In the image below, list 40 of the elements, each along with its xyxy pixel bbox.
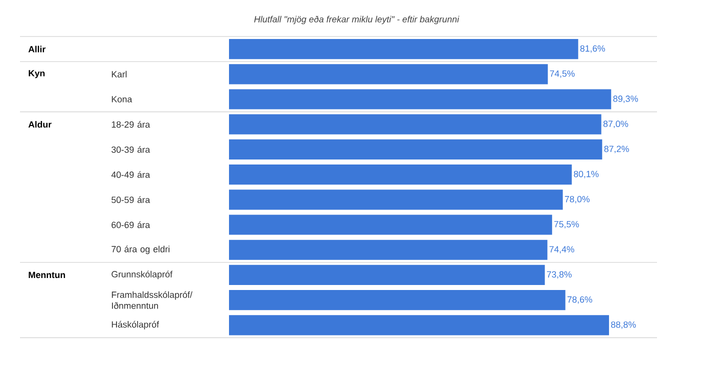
bar — [229, 164, 572, 185]
y-tick-label: Karl — [112, 70, 127, 78]
bar — [229, 190, 563, 210]
y-tick-label: Háskólapróf — [112, 320, 160, 330]
bar — [229, 264, 545, 285]
data-label: 87,2% — [604, 146, 629, 154]
chart-title: Hlutfall "mjög eða frekar miklu leyti" - eftir bakgrunni — [254, 16, 460, 24]
data-label: 87,0% — [603, 120, 628, 128]
text: Allir — [28, 46, 46, 52]
bar — [229, 315, 610, 336]
y-tick-label: 30-39 ára — [112, 146, 150, 153]
bar — [229, 114, 602, 134]
y-tick-label: 18-29 ára — [112, 121, 150, 128]
data-label: 74,4% — [550, 246, 574, 254]
data-label: 81,6% — [580, 45, 606, 53]
data-label: 78,0% — [564, 196, 590, 204]
data-label: 75,5% — [554, 221, 579, 228]
y-tick-label: Framhaldsskólapróf/ Iðnmenntun — [112, 291, 192, 309]
y-tick-label: Grunnskólapróf — [112, 270, 173, 280]
bar — [229, 89, 612, 110]
y-tick-label: 60-69 ára — [112, 221, 150, 228]
data-label: 80,1% — [574, 170, 599, 178]
text: Menntun — [28, 272, 65, 278]
bar — [229, 64, 548, 84]
bar — [229, 240, 548, 260]
y-tick-label: 50-59 ára — [112, 196, 150, 203]
y-tick-label: Kona — [112, 96, 132, 102]
data-label: 88,8% — [611, 321, 636, 329]
text: Kyn — [28, 70, 45, 78]
y-tick-label: 40-49 ára — [111, 171, 150, 178]
data-label: 73,8% — [546, 271, 572, 279]
bar — [229, 139, 602, 160]
data-label: 74,5% — [550, 70, 575, 78]
text: Aldur — [28, 121, 52, 128]
data-label: 89,3% — [613, 96, 638, 103]
data-label: 78,6% — [568, 296, 592, 304]
bar — [229, 39, 578, 60]
y-tick-label: 70 ára og eldri — [112, 246, 170, 254]
bar — [229, 214, 552, 235]
bar — [229, 290, 566, 310]
